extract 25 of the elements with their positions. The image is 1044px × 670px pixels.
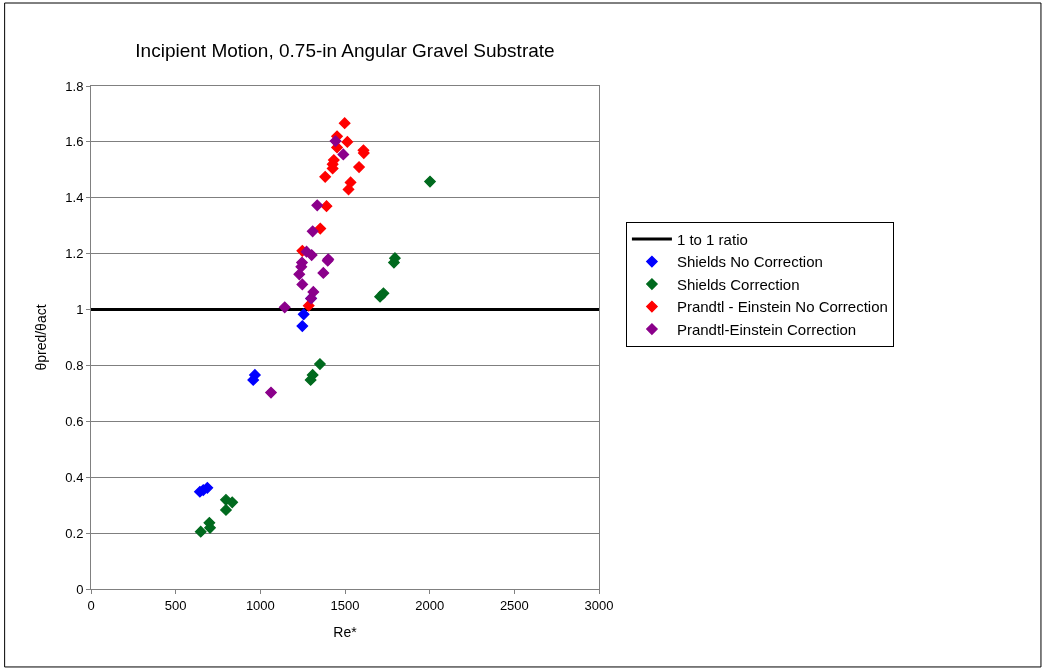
y-tick-label: 0.6 (65, 413, 84, 429)
y-axis-title: θpred/θact (32, 304, 49, 371)
y-tick-label: 0.4 (65, 469, 84, 485)
y-tick-label: 1.2 (65, 246, 84, 262)
x-tick-label: 0 (87, 597, 95, 613)
x-tick-label: 2500 (499, 597, 529, 613)
legend-label: Shields No Correction (676, 253, 823, 271)
x-tick-label: 1000 (245, 597, 275, 613)
legend-label: 1 to 1 ratio (676, 230, 748, 248)
y-tick-label: 0.8 (65, 357, 84, 373)
y-tick-label: 0 (76, 581, 84, 597)
x-tick-label: 3000 (584, 597, 614, 613)
y-tick-label: 0.2 (65, 525, 84, 541)
x-tick-label: 1500 (330, 597, 360, 613)
y-tick-label: 1.4 (65, 190, 84, 206)
x-axis-title: Re* (333, 623, 358, 640)
y-tick-label: 1.8 (65, 78, 84, 94)
legend-label: Prandtl-Einstein Correction (676, 320, 857, 338)
x-tick-label: 500 (164, 597, 187, 613)
y-tick-label: 1 (76, 302, 84, 318)
y-tick-label: 1.6 (65, 134, 84, 150)
x-tick-label: 2000 (415, 597, 445, 613)
legend-label: Prandtl - Einstein No Correction (676, 298, 888, 316)
legend-label: Shields Correction (676, 275, 800, 293)
chart-title: Incipient Motion, 0.75-in Angular Gravel Substrate (135, 39, 555, 61)
